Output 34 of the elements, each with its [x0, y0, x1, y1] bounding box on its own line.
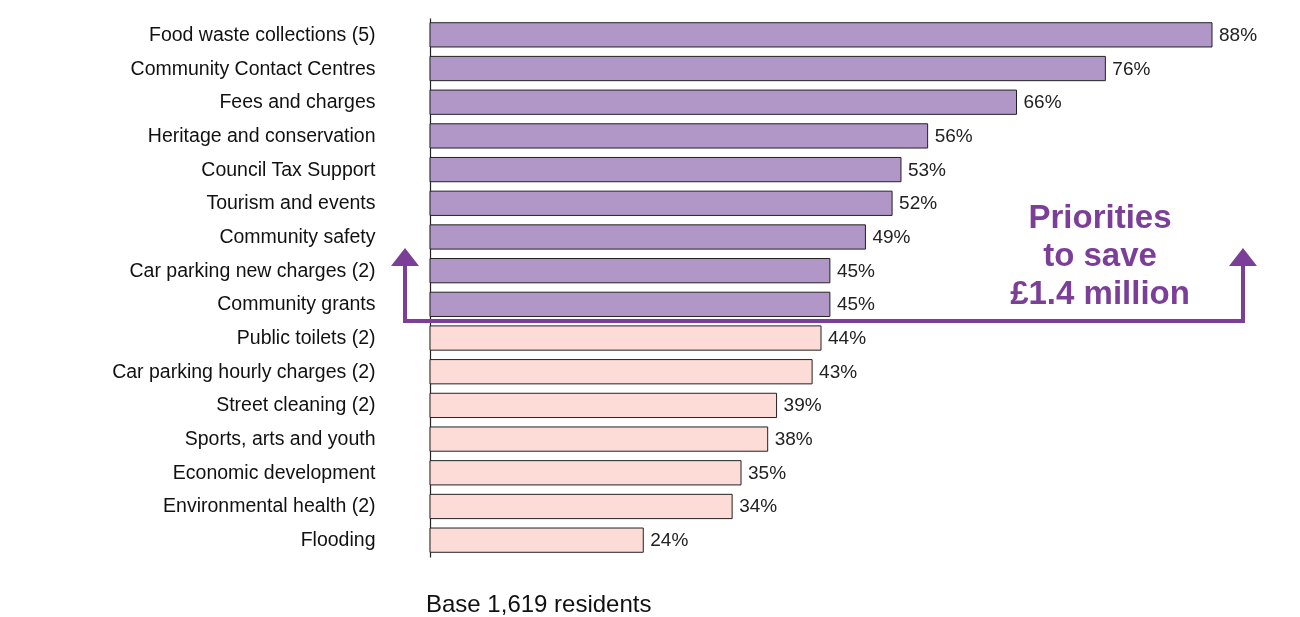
y-tick-label: Tourism and events	[206, 191, 376, 214]
data-label: 45%	[836, 293, 876, 315]
y-tick-label: Council Tax Support	[201, 157, 377, 180]
y-tick-label: Community grants	[217, 292, 376, 315]
data-label: 39%	[783, 394, 822, 416]
y-tick-label: Economic development	[172, 460, 377, 483]
data-label: 43%	[819, 360, 858, 382]
y-tick-label: Flooding	[300, 528, 376, 551]
y-tick-label: Community safety	[219, 224, 376, 247]
data-label: 44%	[828, 327, 867, 349]
data-label: 76%	[1112, 57, 1151, 79]
y-tick-label: Heritage and conservation	[147, 123, 376, 146]
y-tick-label: Environmental health (2)	[163, 494, 376, 517]
data-label: 38%	[774, 428, 813, 450]
y-tick-label: Sports, arts and youth	[184, 427, 376, 450]
data-label: 53%	[907, 158, 947, 180]
data-label: 49%	[872, 225, 911, 247]
data-label: 66%	[1023, 91, 1062, 113]
annotation: Priorities to save £1.4 million	[1010, 198, 1190, 311]
y-tick-label: Food waste collections (5)	[148, 22, 376, 45]
data-label: 88%	[1219, 23, 1258, 45]
data-label: 45%	[836, 259, 876, 281]
y-tick-label: Community Contact Centres	[130, 56, 376, 79]
y-tick-label: Public toilets (2)	[236, 326, 376, 349]
y-tick-label: Car parking hourly charges (2)	[112, 359, 376, 382]
text: Base 1,619 residents	[426, 590, 652, 617]
y-tick-label: Street cleaning (2)	[216, 393, 376, 416]
data-label: 35%	[748, 461, 787, 483]
data-label: 24%	[650, 529, 689, 551]
data-label: 52%	[899, 192, 938, 214]
y-tick-label: Car parking new charges (2)	[129, 258, 376, 281]
y-tick-label: Fees and charges	[219, 90, 376, 113]
data-label: 56%	[934, 124, 973, 146]
data-label: 34%	[739, 495, 778, 517]
